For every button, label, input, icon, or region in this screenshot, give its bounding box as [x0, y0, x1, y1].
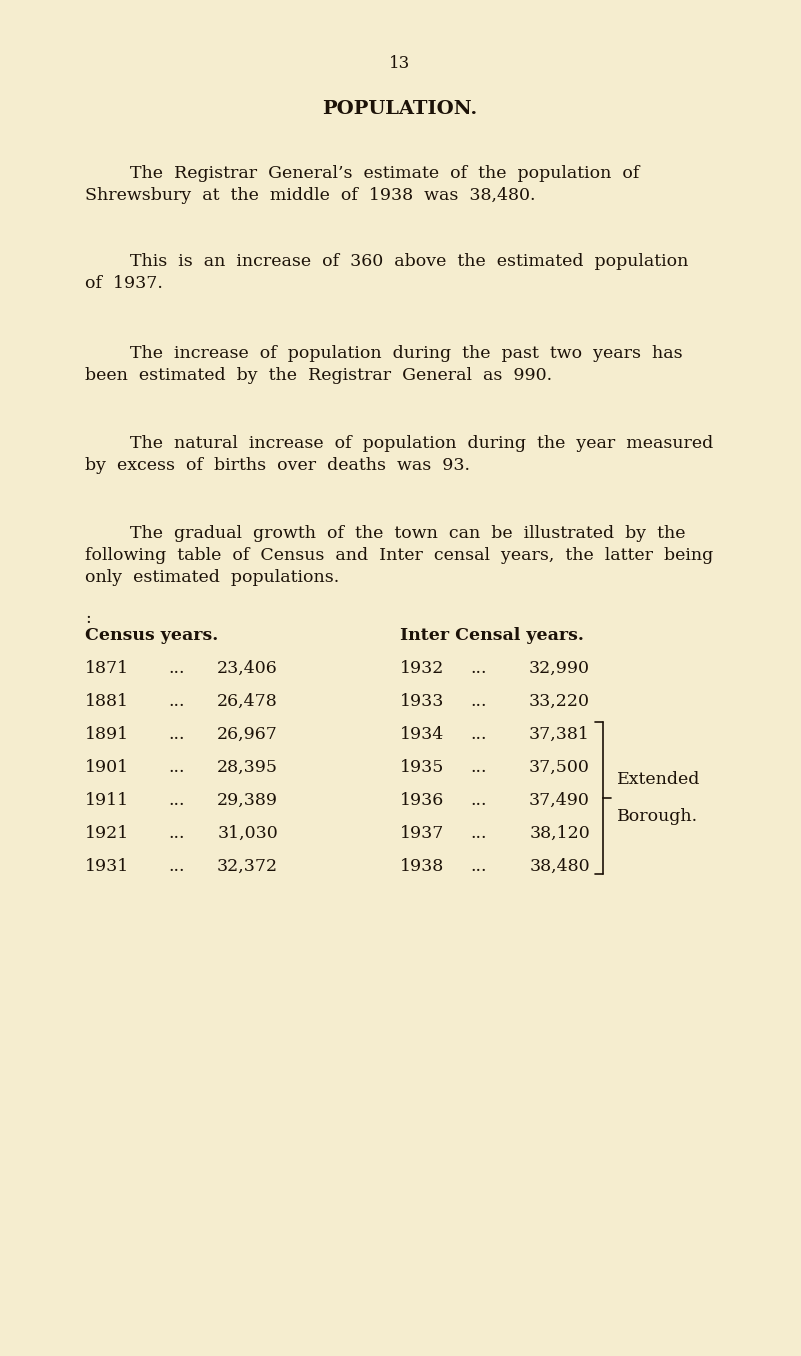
Text: ...: ... — [470, 824, 486, 842]
Text: 1931: 1931 — [85, 858, 129, 875]
Text: 37,381: 37,381 — [529, 725, 590, 743]
Text: 38,480: 38,480 — [529, 858, 590, 875]
Text: :: : — [85, 610, 91, 626]
Text: 37,500: 37,500 — [529, 759, 590, 776]
Text: Inter Censal years.: Inter Censal years. — [400, 626, 584, 644]
Text: The  gradual  growth  of  the  town  can  be  illustrated  by  the: The gradual growth of the town can be il… — [130, 525, 686, 542]
Text: 1881: 1881 — [85, 693, 129, 711]
Text: The  increase  of  population  during  the  past  two  years  has: The increase of population during the pa… — [130, 344, 682, 362]
Text: by  excess  of  births  over  deaths  was  93.: by excess of births over deaths was 93. — [85, 457, 470, 475]
Text: 1936: 1936 — [400, 792, 445, 810]
Text: 26,967: 26,967 — [217, 725, 278, 743]
Text: ...: ... — [470, 792, 486, 810]
Text: 32,990: 32,990 — [529, 660, 590, 677]
Text: Extended: Extended — [617, 772, 700, 788]
Text: 1937: 1937 — [400, 824, 445, 842]
Text: 33,220: 33,220 — [529, 693, 590, 711]
Text: 1891: 1891 — [85, 725, 129, 743]
Text: 1934: 1934 — [400, 725, 445, 743]
Text: ...: ... — [168, 693, 184, 711]
Text: ...: ... — [168, 824, 184, 842]
Text: 32,372: 32,372 — [217, 858, 278, 875]
Text: 1932: 1932 — [400, 660, 445, 677]
Text: 1935: 1935 — [400, 759, 445, 776]
Text: 1911: 1911 — [85, 792, 129, 810]
Text: This  is  an  increase  of  360  above  the  estimated  population: This is an increase of 360 above the est… — [130, 254, 688, 270]
Text: 28,395: 28,395 — [217, 759, 278, 776]
Text: 1901: 1901 — [85, 759, 129, 776]
Text: ...: ... — [168, 792, 184, 810]
Text: 1938: 1938 — [400, 858, 445, 875]
Text: ...: ... — [470, 693, 486, 711]
Text: The  Registrar  General’s  estimate  of  the  population  of: The Registrar General’s estimate of the … — [130, 165, 639, 182]
Text: 37,490: 37,490 — [529, 792, 590, 810]
Text: ...: ... — [470, 858, 486, 875]
Text: ...: ... — [470, 725, 486, 743]
Text: ...: ... — [168, 660, 184, 677]
Text: following  table  of  Census  and  Inter  censal  years,  the  latter  being: following table of Census and Inter cens… — [85, 546, 713, 564]
Text: 1921: 1921 — [85, 824, 129, 842]
Text: 23,406: 23,406 — [217, 660, 278, 677]
Text: Shrewsbury  at  the  middle  of  1938  was  38,480.: Shrewsbury at the middle of 1938 was 38,… — [85, 187, 536, 203]
Text: POPULATION.: POPULATION. — [322, 100, 477, 118]
Text: 26,478: 26,478 — [217, 693, 278, 711]
Text: been  estimated  by  the  Registrar  General  as  990.: been estimated by the Registrar General … — [85, 367, 552, 384]
Text: 38,120: 38,120 — [529, 824, 590, 842]
Text: The  natural  increase  of  population  during  the  year  measured: The natural increase of population durin… — [130, 435, 713, 452]
Text: ...: ... — [470, 660, 486, 677]
Text: 1933: 1933 — [400, 693, 445, 711]
Text: 1871: 1871 — [85, 660, 129, 677]
Text: ...: ... — [168, 858, 184, 875]
Text: Census years.: Census years. — [85, 626, 218, 644]
Text: 31,030: 31,030 — [217, 824, 278, 842]
Text: 13: 13 — [389, 56, 411, 72]
Text: 29,389: 29,389 — [217, 792, 278, 810]
Text: ...: ... — [470, 759, 486, 776]
Text: only  estimated  populations.: only estimated populations. — [85, 570, 340, 586]
Text: ...: ... — [168, 759, 184, 776]
Text: Borough.: Borough. — [617, 808, 698, 824]
Text: ...: ... — [168, 725, 184, 743]
Text: of  1937.: of 1937. — [85, 275, 163, 292]
